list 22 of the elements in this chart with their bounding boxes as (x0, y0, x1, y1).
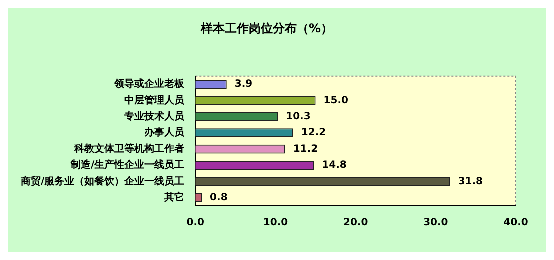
x-tick-label: 20.0 (343, 218, 368, 229)
y-tick-label: 办事人员 (144, 126, 186, 139)
data-label: 11.2 (293, 144, 318, 155)
x-tick-label: 30.0 (424, 218, 448, 229)
x-tick-label: 0.0 (186, 218, 205, 229)
data-label: 15.0 (324, 95, 348, 106)
data-label: 31.8 (458, 176, 484, 188)
y-tick-label: 商贸/服务业（如餐饮）企业一线员工 (20, 175, 185, 188)
data-label: 3.9 (234, 79, 253, 90)
data-label: 14.8 (322, 160, 347, 172)
y-tick-label: 科教文体卫等机构工作者 (74, 142, 185, 155)
y-tick-label: 制造/生产性企业一线员工 (70, 159, 185, 172)
y-tick-label: 其它 (164, 191, 185, 204)
y-tick-label: 专业技术人员 (124, 110, 186, 122)
x-tick-label: 10.0 (263, 218, 288, 229)
data-label: 10.3 (286, 111, 311, 122)
y-tick-label: 领导或企业老板 (114, 78, 186, 90)
chart-title: 样本工作岗位分布（%） (200, 21, 334, 36)
data-label: 0.8 (210, 192, 228, 204)
data-label: 12.2 (301, 128, 326, 139)
x-tick-label: 40.0 (504, 218, 528, 229)
y-tick-label: 中层管理人员 (124, 94, 186, 106)
